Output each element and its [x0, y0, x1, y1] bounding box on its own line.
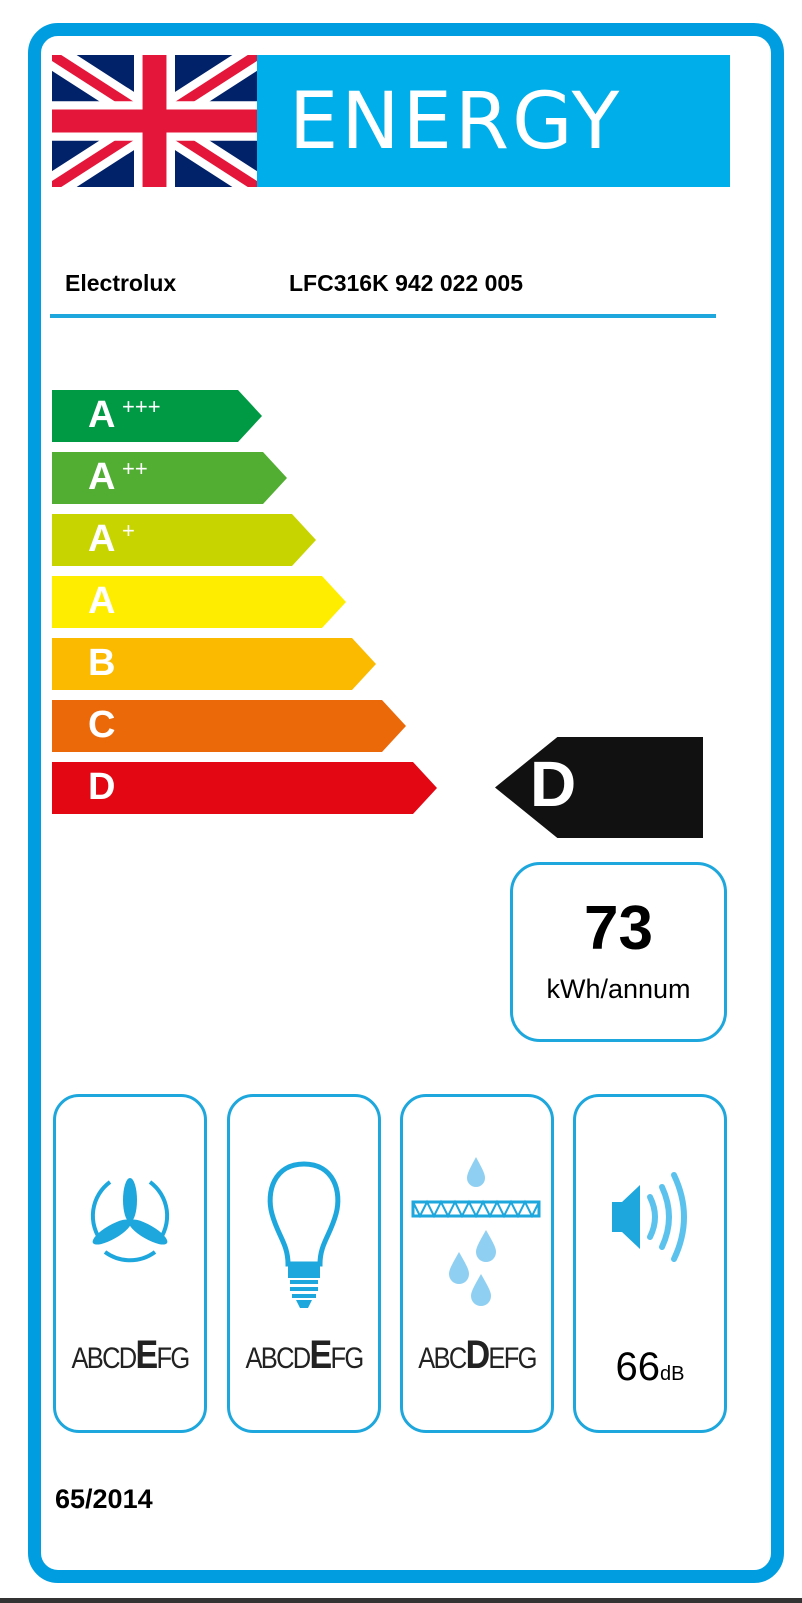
energy-class-bar: B: [52, 638, 376, 690]
energy-class-plus: +++: [122, 394, 161, 419]
consumption-unit: kWh/annum: [546, 974, 691, 1004]
energy-class-label: C: [88, 704, 116, 746]
energy-class-bar: A ++: [52, 452, 287, 504]
divider: [50, 314, 716, 318]
rating-letter: D: [530, 748, 577, 820]
energy-class-bar: A +++: [52, 390, 262, 442]
fluid-dynamic-box: ABCDEFG: [53, 1094, 207, 1433]
energy-class-bar: A +: [52, 514, 316, 566]
lightbulb-icon: [267, 1161, 341, 1308]
energy-class-label: B: [88, 642, 116, 684]
consumption-box: 73 kWh/annum: [510, 862, 727, 1042]
bottom-edge: [0, 1598, 802, 1603]
energy-class-bar: A: [52, 576, 346, 628]
energy-title: ENERGY: [289, 77, 623, 167]
lighting-class: ABCDEFG: [245, 1333, 364, 1377]
energy-class-plus: ++: [122, 456, 148, 481]
energy-class-label: D: [88, 766, 116, 808]
energy-class-label: A: [88, 394, 116, 436]
energy-class-bar: D: [52, 762, 437, 814]
consumption-value: 73: [584, 894, 653, 963]
noise-level: 66dB: [615, 1345, 685, 1389]
supplier-name: Electrolux: [65, 270, 177, 296]
fan-icon: [90, 1178, 170, 1263]
grease-filter-box: ABCDEFG: [400, 1094, 554, 1433]
energy-class-label: A: [88, 518, 116, 560]
lighting-box: ABCDEFG: [227, 1094, 381, 1433]
energy-banner: ENERGY: [257, 55, 730, 187]
regulation-number: 65/2014: [55, 1484, 153, 1514]
speaker-icon: [612, 1172, 687, 1262]
fluid-dynamic-class: ABCDEFG: [71, 1333, 190, 1377]
energy-class-plus: +: [122, 518, 135, 543]
noise-box: 66dB: [573, 1094, 727, 1433]
uk-flag-icon: [52, 55, 257, 187]
energy-class-bar: C: [52, 700, 406, 752]
energy-class-label: A: [88, 580, 116, 622]
energy-class-label: A: [88, 456, 116, 498]
grease-filter-class: ABCDEFG: [418, 1333, 537, 1377]
grease-filter-icon: [411, 1157, 541, 1306]
model-identifier: LFC316K 942 022 005: [289, 270, 523, 296]
label-frame: [28, 23, 784, 1583]
